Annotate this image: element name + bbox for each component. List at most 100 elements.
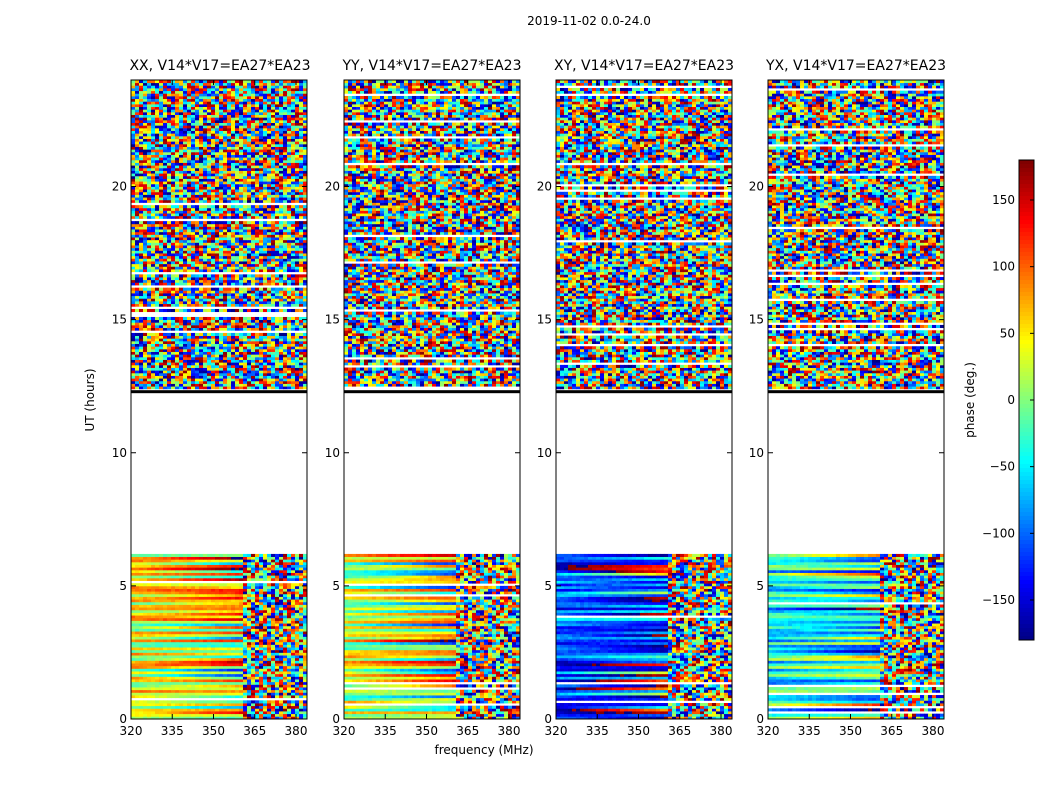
heatmap-cell	[219, 700, 224, 704]
heatmap-cell	[295, 567, 300, 571]
heatmap-cell	[195, 340, 200, 344]
heatmap-cell	[195, 279, 200, 283]
heatmap-cell	[271, 282, 276, 286]
heatmap-cell	[263, 332, 268, 336]
heatmap-cell	[163, 687, 168, 691]
heatmap-cell	[247, 628, 252, 632]
heatmap-cell	[283, 380, 288, 384]
heatmap-cell	[299, 293, 304, 297]
heatmap-cell	[195, 354, 200, 358]
heatmap-cell	[299, 617, 304, 621]
heatmap-cell	[191, 324, 196, 329]
heatmap-cell	[187, 263, 192, 267]
heatmap-cell	[231, 335, 236, 339]
heatmap-cell	[159, 583, 164, 587]
heatmap-cell	[287, 695, 292, 699]
heatmap-cell	[183, 258, 188, 262]
heatmap-cell	[291, 290, 296, 294]
heatmap-cell	[283, 370, 288, 374]
heatmap-cell	[167, 655, 172, 659]
heatmap-cell	[131, 362, 136, 366]
heatmap-cell	[283, 575, 288, 579]
heatmap-cell	[299, 348, 304, 352]
heatmap-cell	[135, 229, 140, 233]
heatmap-cell	[135, 628, 140, 632]
heatmap-cell	[243, 247, 248, 251]
heatmap-cell	[271, 636, 276, 640]
heatmap-cell	[259, 343, 264, 347]
heatmap-cell	[267, 324, 272, 329]
heatmap-cell	[163, 711, 168, 715]
heatmap-cell	[239, 282, 244, 286]
heatmap-cell	[283, 564, 288, 568]
heatmap-cell	[267, 655, 272, 659]
heatmap-cell	[203, 245, 208, 249]
heatmap-cell	[159, 564, 164, 568]
heatmap-cell	[183, 657, 188, 661]
heatmap-cell	[299, 316, 304, 321]
heatmap-cell	[275, 572, 280, 576]
heatmap-cell	[275, 332, 280, 336]
heatmap-cell	[235, 572, 240, 576]
heatmap-cell	[163, 703, 168, 707]
heatmap-cell	[147, 367, 152, 371]
heatmap-cell	[207, 713, 212, 717]
heatmap-cell	[135, 617, 140, 621]
heatmap-cell	[279, 348, 284, 352]
heatmap-cell	[263, 348, 268, 352]
heatmap-cell	[259, 681, 264, 685]
heatmap-cell	[247, 250, 252, 254]
heatmap-cell	[183, 354, 188, 358]
heatmap-cell	[135, 567, 140, 571]
heatmap-cell	[219, 617, 224, 621]
heatmap-cell	[135, 623, 140, 627]
heatmap-cell	[151, 303, 156, 307]
heatmap-cell	[155, 386, 160, 390]
heatmap-cell	[155, 647, 160, 651]
heatmap-cell	[239, 322, 244, 326]
heatmap-cell	[135, 332, 140, 336]
heatmap-cell	[143, 229, 148, 233]
heatmap-cell	[283, 261, 288, 265]
heatmap-cell	[131, 242, 136, 246]
heatmap-cell	[211, 564, 216, 568]
heatmap-cell	[275, 665, 280, 669]
heatmap-cell	[219, 372, 224, 376]
heatmap-cell	[251, 599, 256, 603]
heatmap-cell	[199, 343, 204, 347]
heatmap-cell	[211, 356, 216, 360]
heatmap-cell	[135, 596, 140, 600]
heatmap-cell	[235, 327, 240, 331]
heatmap-cell	[255, 716, 260, 720]
heatmap-cell	[263, 668, 268, 672]
heatmap-cell	[263, 370, 268, 374]
heatmap-cell	[159, 615, 164, 619]
heatmap-cell	[179, 644, 184, 648]
heatmap-cell	[255, 287, 260, 291]
heatmap-cell	[287, 327, 292, 331]
heatmap-cell	[207, 556, 212, 560]
heatmap-cell	[271, 585, 276, 589]
heatmap-cell	[203, 649, 208, 653]
heatmap-cell	[255, 354, 260, 358]
heatmap-cell	[131, 644, 136, 648]
heatmap-cell	[211, 673, 216, 677]
heatmap-cell	[259, 303, 264, 307]
heatmap-cell	[207, 601, 212, 605]
heatmap-cell	[131, 375, 136, 379]
heatmap-cell	[247, 322, 252, 326]
heatmap-cell	[191, 585, 196, 589]
heatmap-cell	[223, 615, 228, 619]
heatmap-cell	[143, 583, 148, 587]
heatmap-cell	[163, 617, 168, 621]
heatmap-cell	[231, 282, 236, 286]
heatmap-cell	[255, 242, 260, 246]
heatmap-cell	[207, 324, 212, 329]
heatmap-cell	[235, 372, 240, 376]
heatmap-cell	[259, 308, 264, 313]
heatmap-cell	[235, 593, 240, 597]
heatmap-cell	[243, 324, 248, 329]
heatmap-cell	[291, 303, 296, 307]
heatmap-cell	[131, 660, 136, 664]
heatmap-cell	[187, 332, 192, 336]
